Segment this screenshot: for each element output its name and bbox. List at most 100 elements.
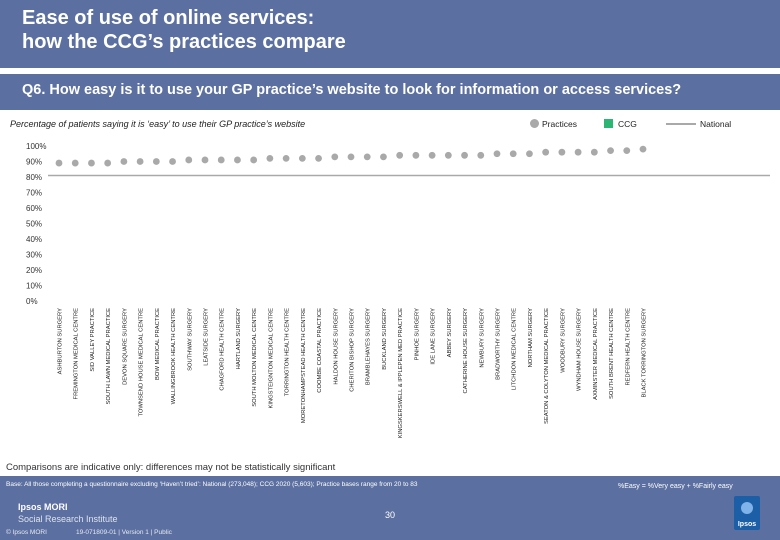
ipsos-logo: Ipsos bbox=[734, 496, 760, 530]
practice-point bbox=[623, 147, 631, 155]
x-category-label: WOODBURY SURGERY bbox=[560, 308, 566, 373]
brand-subtitle: Social Research Institute bbox=[18, 514, 118, 524]
x-category-label: COOMBE COASTAL PRACTICE bbox=[317, 308, 323, 393]
y-tick-label: 60% bbox=[26, 204, 42, 213]
x-category-label: KINGSKERSWELL & IPPLEPEN MED PRACTICE bbox=[398, 308, 404, 438]
x-category-label: REDFERN HEALTH CENTRE bbox=[625, 308, 631, 386]
practice-point bbox=[477, 151, 485, 159]
ccg-marker-icon bbox=[604, 119, 613, 128]
x-category-label: KINGSTEIGNTON MEDICAL CENTRE bbox=[268, 308, 274, 409]
question-text: Q6. How easy is it to use your GP practi… bbox=[22, 82, 682, 98]
x-category-label: BRAMBLEHAYES SURGERY bbox=[366, 308, 372, 385]
x-category-label: PINHOE SURGERY bbox=[414, 308, 420, 361]
y-tick-label: 50% bbox=[26, 220, 42, 229]
practice-point bbox=[201, 156, 209, 164]
practice-point bbox=[558, 148, 566, 156]
practice-point bbox=[412, 151, 420, 159]
header-banner: Ease of use of online services: how the … bbox=[0, 0, 780, 68]
practice-point bbox=[55, 159, 63, 167]
question-banner: Q6. How easy is it to use your GP practi… bbox=[0, 74, 780, 110]
practice-point bbox=[590, 148, 598, 156]
footer-banner: Base: All those completing a questionnai… bbox=[0, 476, 780, 540]
practice-point bbox=[542, 148, 550, 156]
easy-definition: %Easy = %Very easy + %Fairly easy bbox=[618, 483, 733, 490]
page-title: Ease of use of online services: how the … bbox=[22, 7, 346, 53]
x-category-label: LITCHDON MEDICAL CENTRE bbox=[512, 308, 518, 390]
x-category-label: SOUTH BRENT HEALTH CENTRE bbox=[609, 308, 615, 399]
x-category-label: DEVON SQUARE SURGERY bbox=[122, 308, 128, 385]
y-tick-label: 70% bbox=[26, 189, 42, 198]
y-tick-label: 40% bbox=[26, 235, 42, 244]
practice-point bbox=[266, 155, 274, 162]
practice-point bbox=[493, 150, 501, 158]
x-category-label: SID VALLEY PRACTICE bbox=[90, 308, 96, 372]
copyright-text: © Ipsos MORI bbox=[6, 529, 47, 536]
practice-point bbox=[461, 151, 468, 159]
comparison-note: Comparisons are indicative only: differe… bbox=[6, 462, 336, 473]
x-category-label: LEATSIDE SURGERY bbox=[204, 308, 210, 366]
practice-point bbox=[428, 151, 436, 159]
brand-name: Ipsos MORI bbox=[18, 502, 68, 512]
y-tick-label: 30% bbox=[26, 251, 42, 260]
y-tick-label: 0% bbox=[26, 297, 38, 306]
practice-point bbox=[120, 158, 128, 165]
practice-point bbox=[363, 153, 371, 161]
x-category-label: MORETONHAMPSTEAD HEALTH CENTRE bbox=[301, 308, 307, 423]
x-category-label: BLACK TORRINGTON SURGERY bbox=[642, 308, 648, 398]
practice-point bbox=[217, 156, 225, 164]
practice-point bbox=[88, 159, 95, 167]
practice-point bbox=[347, 153, 355, 161]
legend-national-label: National bbox=[700, 119, 732, 129]
x-category-label: AXMINSTER MEDICAL PRACTICE bbox=[593, 308, 599, 400]
x-category-label: BUCKLAND SURGERY bbox=[382, 308, 388, 370]
x-category-label: TORRINGTON HEALTH CENTRE bbox=[285, 308, 291, 396]
practice-point bbox=[71, 159, 79, 167]
practice-point bbox=[639, 145, 647, 153]
x-category-label: CHERITON BISHOP SURGERY bbox=[350, 308, 356, 392]
x-category-label: SEATON & COLYTON MEDICAL PRACTICE bbox=[544, 308, 550, 424]
x-category-label: FREMINGTON MEDICAL CENTRE bbox=[74, 308, 80, 400]
y-tick-label: 10% bbox=[26, 282, 42, 291]
practice-point bbox=[234, 156, 241, 164]
x-category-label: SOUTHWAY SURGERY bbox=[187, 308, 193, 371]
practice-point bbox=[185, 156, 193, 164]
practice-point bbox=[509, 150, 517, 158]
y-tick-label: 80% bbox=[26, 173, 42, 182]
practice-point bbox=[574, 148, 582, 156]
legend-practices-label: Practices bbox=[542, 119, 577, 129]
y-tick-label: 90% bbox=[26, 158, 42, 167]
x-category-label: WYNDHAM HOUSE SURGERY bbox=[577, 308, 583, 391]
x-category-label: SOUTH LAWN MEDICAL PRACTICE bbox=[106, 308, 112, 405]
practice-point bbox=[136, 158, 144, 165]
practice-point bbox=[607, 147, 614, 155]
practice-point bbox=[396, 151, 404, 159]
national-line-icon bbox=[666, 123, 696, 125]
chart-subtitle: Percentage of patients saying it is ‘eas… bbox=[10, 119, 306, 129]
job-number: 19-071809-01 | Version 1 | Public bbox=[76, 529, 172, 536]
practice-point bbox=[380, 153, 387, 161]
base-note: Base: All those completing a questionnai… bbox=[6, 481, 418, 488]
y-tick-label: 100% bbox=[26, 142, 46, 151]
x-category-label: ASHBURTON SURGERY bbox=[58, 308, 64, 374]
x-category-label: CHAGFORD HEALTH CENTRE bbox=[220, 308, 226, 391]
logo-text: Ipsos bbox=[737, 521, 757, 528]
practice-point bbox=[282, 155, 290, 162]
practice-scatter-chart: 0% 10% 20% 30% 40% 50% 60% 70% 80% 90% 100% ASHBURT… bbox=[26, 142, 770, 438]
x-category-label: BOW MEDICAL PRACTICE bbox=[155, 308, 161, 380]
x-category-label: NORTHAM SURGERY bbox=[528, 308, 534, 368]
practice-point bbox=[526, 150, 533, 158]
practice-point bbox=[250, 156, 258, 164]
x-category-label: HALDON HOUSE SURGERY bbox=[333, 308, 339, 385]
practice-point bbox=[152, 158, 160, 165]
practice-point bbox=[315, 155, 322, 162]
x-category-label: ABBEY SURGERY bbox=[447, 308, 453, 358]
x-category-label: NEWBURY SURGERY bbox=[479, 308, 485, 368]
practices-marker-icon bbox=[530, 119, 539, 128]
practice-point bbox=[298, 155, 306, 162]
logo-mark-icon bbox=[741, 502, 753, 514]
page-number: 30 bbox=[384, 510, 395, 520]
practice-point bbox=[169, 158, 176, 165]
x-category-label: IDE LANE SURGERY bbox=[431, 308, 437, 365]
x-category-label: CATHERINE HOUSE SURGERY bbox=[463, 308, 469, 394]
x-category-label: BRADWORTHY SURGERY bbox=[496, 308, 502, 380]
